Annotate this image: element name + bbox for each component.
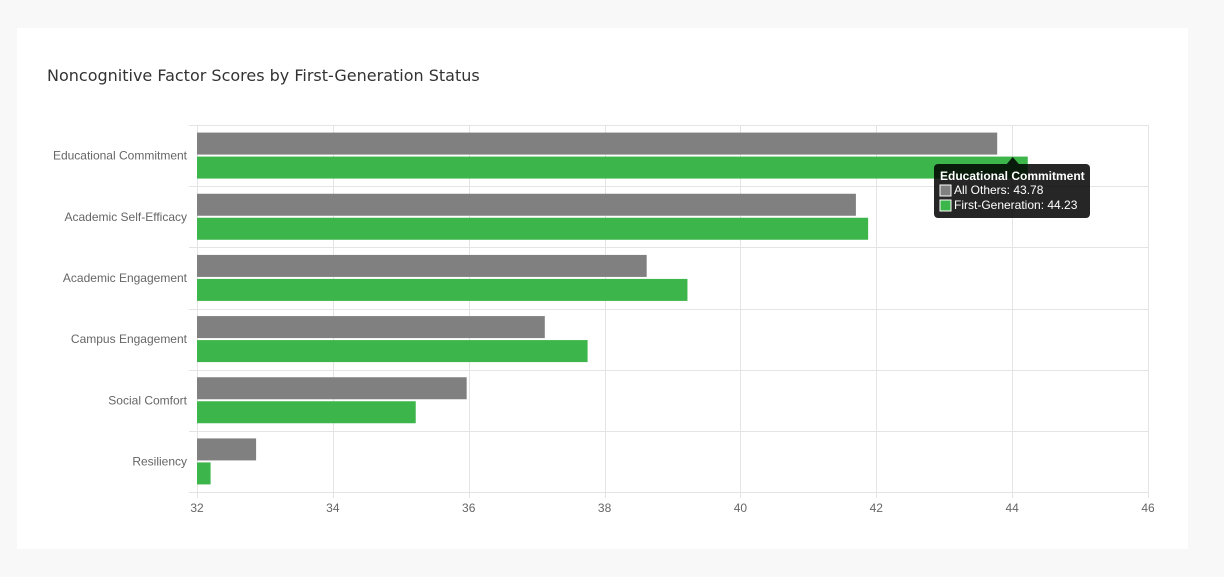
x-tick-label: 46 — [1141, 501, 1155, 515]
x-tick-label: 36 — [462, 501, 476, 515]
bar-first-generation-4[interactable]: First-Generation: 35.22 — [197, 401, 416, 424]
x-tick-labels: 32 34 36 38 40 42 44 46 — [190, 501, 1155, 515]
tooltip-line-all-others: All Others: 43.78 — [954, 183, 1044, 197]
tooltip-swatch-all-others — [939, 184, 952, 197]
bar-all-others-5[interactable]: All Others: 32.87 — [197, 438, 257, 461]
bar-first-generation-0[interactable]: First-Generation: 44.23 — [197, 156, 1028, 179]
category-label: Academic Engagement — [63, 271, 188, 285]
category-label: Resiliency — [132, 454, 187, 468]
bar-first-generation-5[interactable]: First-Generation: 32.2 — [197, 462, 211, 485]
tooltip-box — [934, 164, 1090, 218]
x-tick-label: 34 — [326, 501, 340, 515]
bar-all-others-1[interactable]: All Others: 41.7 — [197, 193, 856, 216]
bar-all-others-4[interactable]: All Others: 35.97 — [197, 377, 467, 400]
bar-all-others-3[interactable]: All Others: 37.12 — [197, 316, 545, 339]
x-tick-label: 42 — [870, 501, 884, 515]
bar-first-generation-2[interactable]: First-Generation: 39.22 — [197, 278, 688, 301]
category-label: Educational Commitment — [53, 149, 188, 163]
category-label: Academic Self-Efficacy — [65, 210, 188, 224]
bar-first-generation-3[interactable]: First-Generation: 37.75 — [197, 340, 588, 363]
category-label: Social Comfort — [108, 393, 187, 407]
bar-all-others-0[interactable]: All Others: 43.78 — [197, 132, 998, 155]
x-tick-label: 32 — [190, 501, 204, 515]
category-labels: Educational Commitment Academic Self-Effi… — [53, 149, 188, 469]
x-tick-label: 44 — [1005, 501, 1019, 515]
tooltip-line-first-generation: First-Generation: 44.23 — [954, 198, 1078, 212]
grid-lines — [189, 125, 1149, 498]
tooltip-title: Educational Commitment — [940, 169, 1085, 183]
chart-title: Noncognitive Factor Scores by First-Gene… — [47, 66, 480, 85]
tooltip-arrow — [1006, 157, 1019, 164]
tooltip: Educational Commitment All Others: 43.78… — [934, 157, 1090, 218]
tooltip-swatch-first-generation — [939, 199, 952, 212]
bar-first-generation-1[interactable]: First-Generation: 41.88 — [197, 217, 869, 240]
bar-all-others-2[interactable]: All Others: 38.62 — [197, 254, 647, 277]
category-label: Campus Engagement — [71, 332, 188, 346]
x-tick-label: 40 — [734, 501, 748, 515]
x-tick-label: 38 — [598, 501, 612, 515]
